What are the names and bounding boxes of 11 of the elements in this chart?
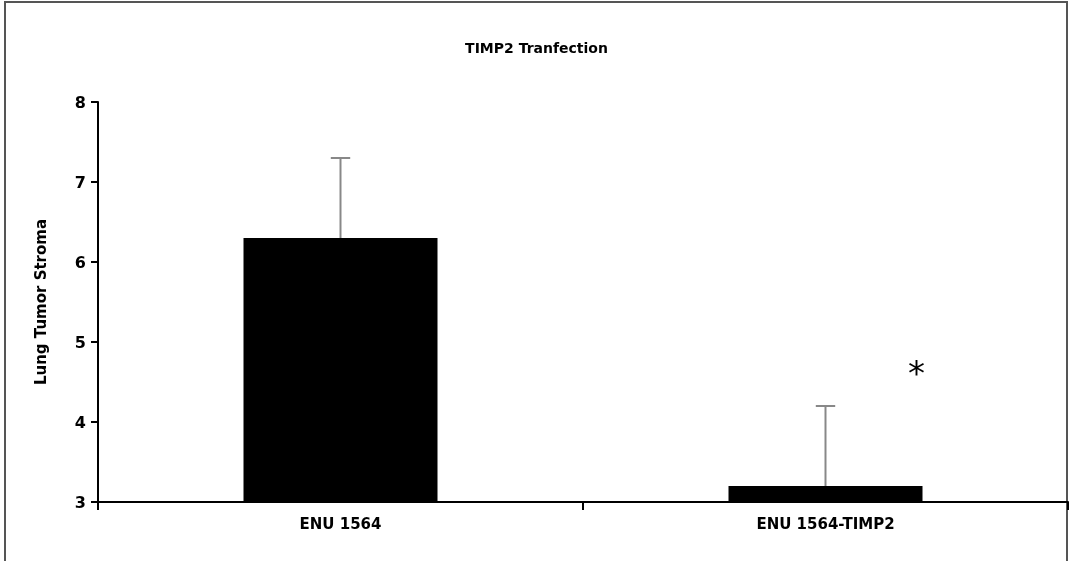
- x-tick-label: ENU 1564: [299, 514, 382, 533]
- y-axis-title: Lung Tumor Stroma: [31, 218, 50, 386]
- x-tick-label: ENU 1564-TIMP2: [756, 514, 895, 533]
- y-tick-label: 4: [74, 412, 86, 432]
- y-tick-label: 3: [74, 492, 86, 512]
- y-tick-label: 7: [74, 172, 86, 192]
- y-tick-label: 8: [74, 92, 86, 112]
- y-tick-label: 5: [74, 332, 86, 352]
- chart-title: TIMP2 Tranfection: [465, 40, 608, 56]
- annotation: *: [908, 353, 925, 393]
- y-tick-label: 6: [74, 252, 86, 272]
